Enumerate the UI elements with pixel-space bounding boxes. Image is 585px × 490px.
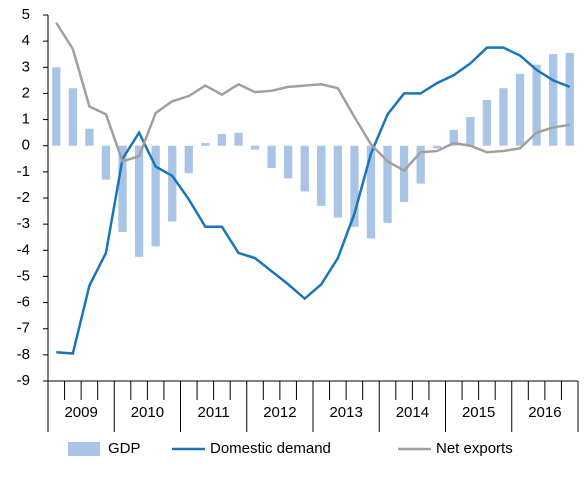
year-label: 2016 — [528, 404, 561, 421]
bar — [201, 143, 210, 146]
bar — [416, 145, 425, 184]
legend-label: Net exports — [436, 440, 513, 457]
y-tick-label: -7 — [17, 320, 30, 337]
bar — [85, 128, 94, 146]
y-tick-label: -8 — [17, 346, 30, 363]
bar — [515, 73, 525, 146]
y-tick-label: -9 — [17, 372, 30, 389]
bar — [300, 145, 309, 192]
bar — [184, 145, 193, 174]
year-label: 2010 — [131, 404, 164, 421]
bar — [250, 145, 260, 150]
bar — [118, 145, 127, 232]
y-tick-label: 0 — [22, 137, 30, 154]
y-tick-label: 4 — [22, 32, 30, 49]
bar — [350, 145, 359, 227]
y-tick-label: -3 — [17, 215, 30, 232]
bar — [333, 145, 342, 218]
bar — [168, 145, 177, 222]
y-tick-label: -5 — [17, 267, 30, 284]
bar — [68, 88, 77, 146]
bar — [101, 145, 111, 180]
y-tick-label: 1 — [22, 111, 30, 128]
bar — [549, 54, 558, 146]
line-series — [55, 22, 570, 173]
bar — [151, 145, 160, 247]
year-label: 2015 — [462, 404, 495, 421]
year-label: 2011 — [197, 404, 229, 421]
bar — [499, 88, 508, 146]
y-tick-label: -6 — [17, 294, 30, 311]
y-tick-label: -4 — [17, 241, 30, 258]
y-tick-label: -2 — [17, 189, 30, 206]
bar — [52, 67, 61, 146]
year-label: 2009 — [64, 404, 97, 421]
y-tick-label: 2 — [22, 84, 30, 101]
bar — [466, 116, 475, 146]
line-series — [56, 46, 571, 355]
y-tick-label: 5 — [22, 6, 30, 23]
bar — [482, 99, 492, 146]
legend-label: Domestic demand — [210, 440, 331, 457]
bar — [433, 145, 442, 149]
bar — [399, 145, 409, 202]
bar — [267, 145, 276, 168]
bar — [532, 64, 541, 146]
bar — [449, 130, 458, 146]
y-tick-label: 3 — [22, 58, 30, 75]
bar — [217, 133, 227, 146]
bar — [284, 145, 293, 179]
bar — [565, 52, 574, 146]
bar — [366, 145, 376, 239]
year-label: 2013 — [329, 404, 362, 421]
bar — [383, 145, 392, 223]
legend-label: GDP — [108, 440, 141, 457]
year-label: 2012 — [263, 404, 296, 421]
y-tick-label: -1 — [17, 163, 30, 180]
bar — [234, 132, 243, 146]
legend-swatch — [68, 442, 100, 456]
bar — [317, 145, 326, 206]
bar — [134, 145, 144, 257]
year-label: 2014 — [396, 404, 429, 421]
